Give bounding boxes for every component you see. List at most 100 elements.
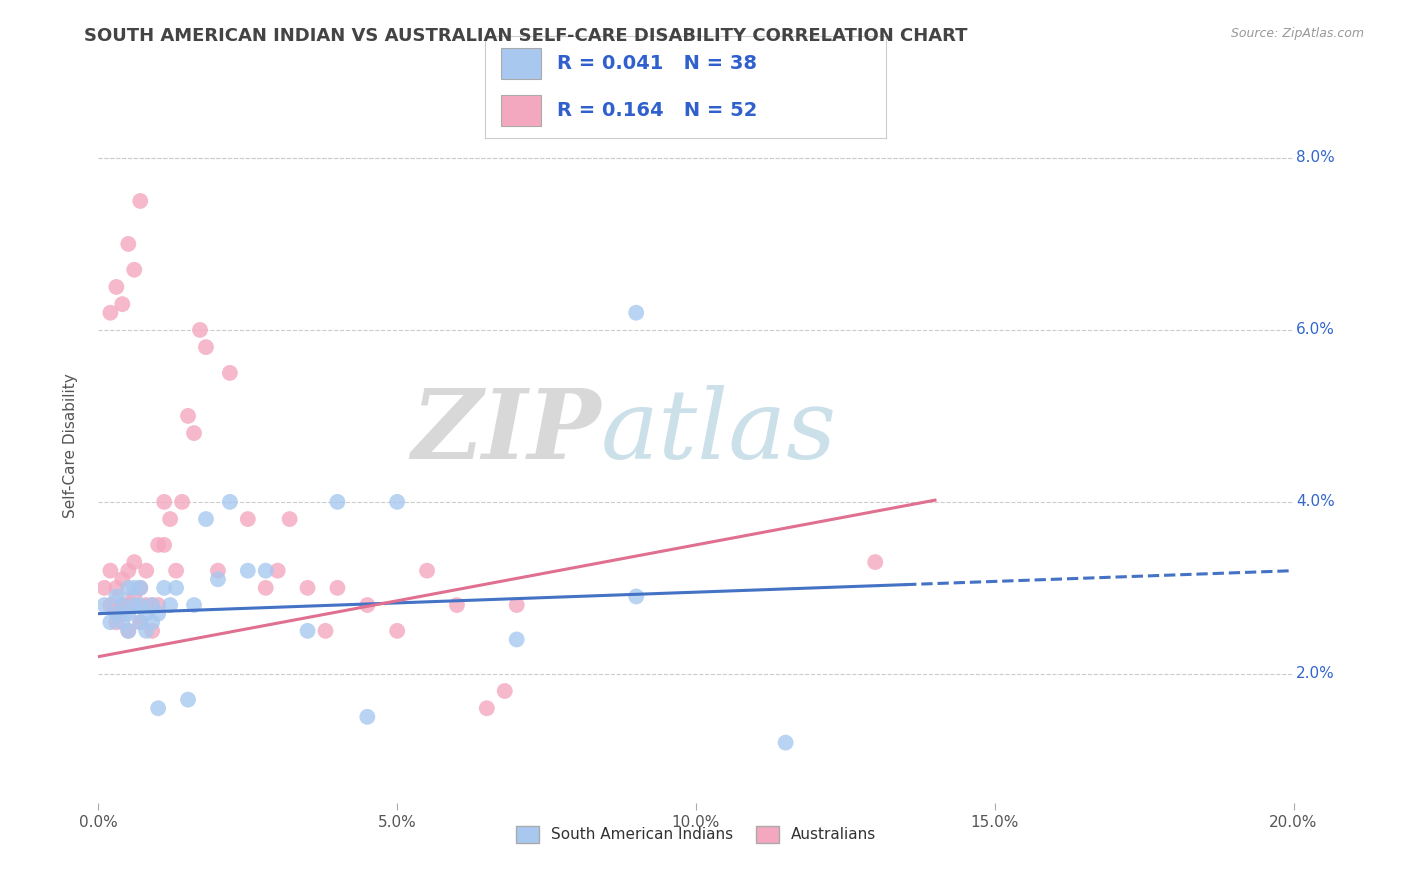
Point (297, 581, 319, 595)
Point (506, 632, 529, 647)
Point (105, 607, 128, 621)
Point (117, 624, 139, 638)
Point (278, 512, 301, 526)
Point (506, 598, 529, 612)
Point (98, 615, 122, 630)
Point (124, 555, 146, 569)
Point (98, 306, 122, 320)
Point (93, 598, 115, 612)
Point (326, 581, 349, 595)
Point (183, 598, 205, 612)
Point (326, 495, 349, 509)
Point (177, 692, 200, 706)
Text: R = 0.164   N = 52: R = 0.164 N = 52 (557, 101, 758, 120)
Point (626, 590, 648, 604)
Point (105, 280, 128, 294)
Point (124, 581, 146, 595)
Point (297, 624, 319, 638)
Point (111, 297, 134, 311)
Point (117, 236, 139, 251)
Point (111, 615, 134, 630)
Text: Source: ZipAtlas.com: Source: ZipAtlas.com (1230, 27, 1364, 40)
Text: 4.0%: 4.0% (1296, 494, 1334, 509)
Point (385, 624, 409, 638)
Point (416, 564, 439, 578)
Point (446, 598, 468, 612)
Point (141, 598, 163, 612)
Point (153, 581, 176, 595)
Point (105, 590, 128, 604)
Point (98, 564, 122, 578)
Point (117, 581, 139, 595)
Point (124, 598, 146, 612)
Point (356, 598, 378, 612)
Point (141, 598, 163, 612)
Point (111, 598, 134, 612)
Point (111, 599, 134, 614)
Point (124, 262, 146, 277)
Point (315, 624, 337, 638)
Bar (501, 48, 541, 78)
Point (254, 564, 277, 578)
Point (865, 555, 887, 569)
Point (129, 581, 152, 595)
Point (165, 581, 187, 595)
Point (159, 512, 181, 526)
Point (494, 684, 516, 698)
Point (148, 538, 170, 552)
Text: R = 0.041   N = 38: R = 0.041 N = 38 (557, 54, 758, 73)
Point (98, 598, 122, 612)
Point (129, 194, 152, 208)
Point (117, 624, 139, 638)
Legend: South American Indians, Australians: South American Indians, Australians (509, 820, 883, 848)
Point (148, 598, 170, 612)
Point (219, 366, 242, 380)
Point (111, 598, 134, 612)
Point (148, 607, 170, 621)
Point (117, 564, 139, 578)
Point (135, 624, 157, 638)
Point (475, 701, 498, 715)
Point (207, 564, 229, 578)
Point (159, 598, 181, 612)
Point (195, 340, 218, 354)
Text: 8.0%: 8.0% (1296, 151, 1334, 166)
Point (129, 581, 152, 595)
Point (219, 495, 242, 509)
Point (105, 581, 128, 595)
Point (111, 572, 134, 586)
Point (135, 564, 157, 578)
Point (105, 615, 128, 630)
Point (93, 581, 115, 595)
Point (148, 701, 170, 715)
Point (129, 615, 152, 630)
Point (188, 323, 211, 337)
Point (165, 564, 187, 578)
Point (385, 495, 409, 509)
Point (135, 598, 157, 612)
Text: atlas: atlas (600, 384, 837, 479)
Point (117, 607, 139, 621)
Point (129, 615, 152, 630)
Point (207, 572, 229, 586)
Point (195, 512, 218, 526)
Point (135, 607, 157, 621)
Point (267, 564, 290, 578)
Point (153, 538, 176, 552)
Y-axis label: Self-Care Disability: Self-Care Disability (63, 374, 77, 518)
Point (183, 426, 205, 441)
Point (236, 564, 259, 578)
Point (129, 598, 152, 612)
Text: 6.0%: 6.0% (1296, 322, 1334, 337)
Point (117, 598, 139, 612)
Point (153, 495, 176, 509)
Text: ZIP: ZIP (411, 384, 600, 479)
Text: 2.0%: 2.0% (1296, 666, 1334, 681)
Bar (501, 95, 541, 126)
Point (124, 590, 146, 604)
Point (626, 306, 648, 320)
Text: SOUTH AMERICAN INDIAN VS AUSTRALIAN SELF-CARE DISABILITY CORRELATION CHART: SOUTH AMERICAN INDIAN VS AUSTRALIAN SELF… (84, 27, 967, 45)
Point (172, 495, 194, 509)
Point (356, 710, 378, 724)
Point (177, 409, 200, 423)
